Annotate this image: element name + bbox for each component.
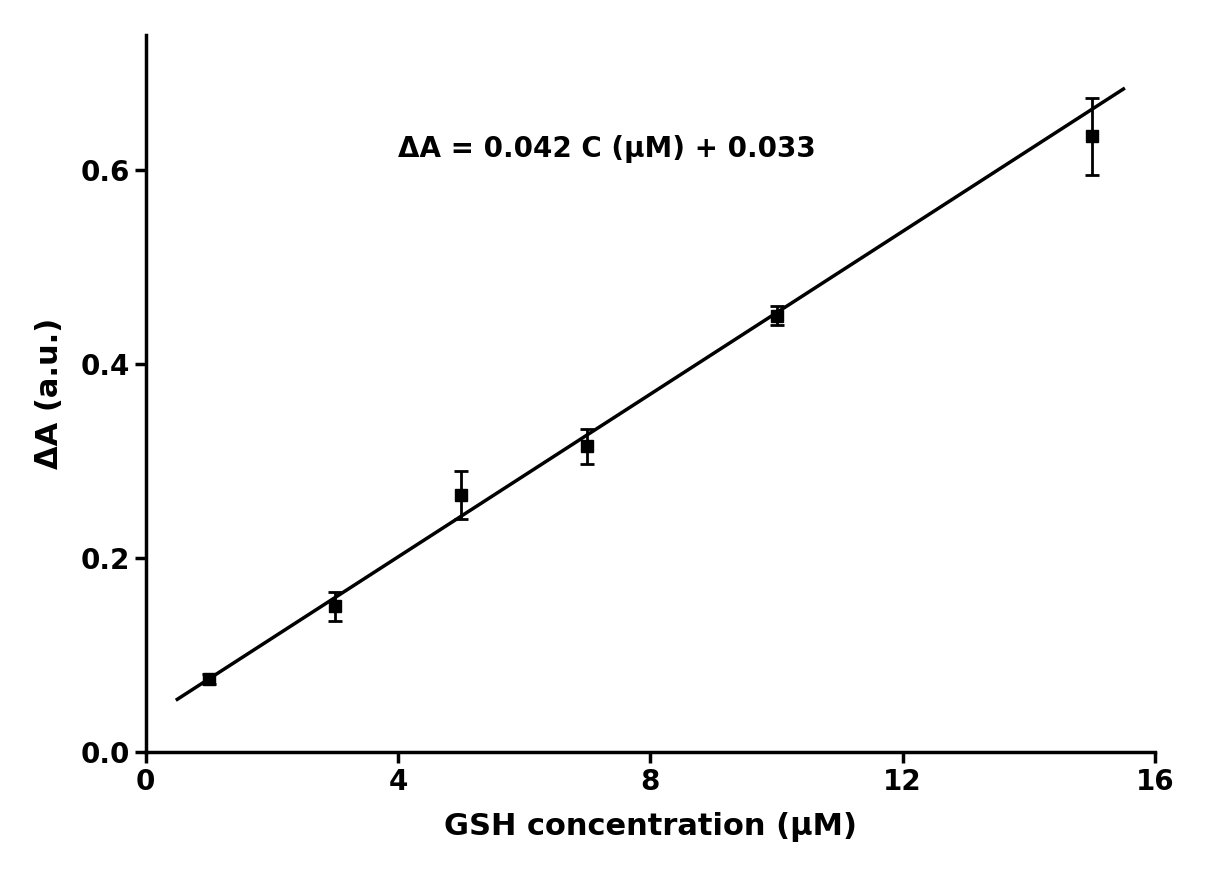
X-axis label: GSH concentration (μM): GSH concentration (μM)	[444, 812, 857, 842]
Y-axis label: ΔA (a.u.): ΔA (a.u.)	[35, 317, 64, 469]
Text: ΔA = 0.042 C (μM) + 0.033: ΔA = 0.042 C (μM) + 0.033	[398, 135, 816, 163]
